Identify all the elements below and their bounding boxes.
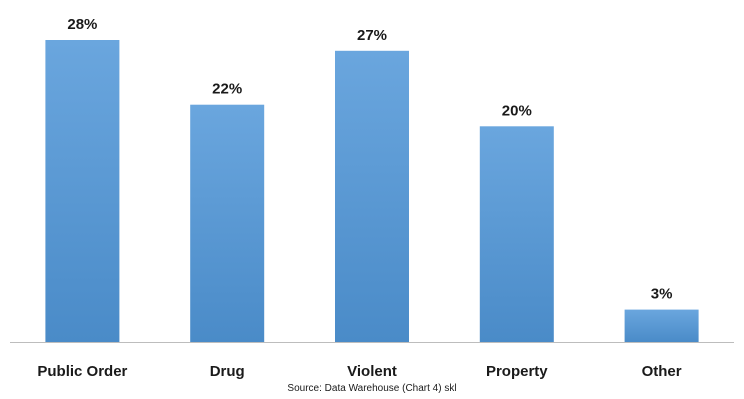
category-label-public-order: Public Order bbox=[37, 363, 127, 380]
category-label-drug: Drug bbox=[210, 363, 245, 380]
bar-violent bbox=[335, 50, 409, 343]
category-label-violent: Violent bbox=[347, 363, 397, 380]
value-label-public-order: 28% bbox=[67, 16, 97, 33]
value-label-drug: 22% bbox=[212, 81, 242, 98]
source-note: Source: Data Warehouse (Chart 4) skl bbox=[287, 383, 457, 394]
bar-drug bbox=[190, 104, 265, 342]
value-label-other: 3% bbox=[651, 286, 673, 303]
bars-layer bbox=[45, 40, 699, 343]
value-labels-layer: 28% 22% 27% 20% 3% bbox=[67, 16, 672, 303]
bar-property bbox=[479, 126, 554, 342]
bar-public-order bbox=[45, 40, 120, 342]
value-label-property: 20% bbox=[502, 102, 532, 119]
category-label-other: Other bbox=[642, 363, 682, 380]
category-label-property: Property bbox=[486, 363, 548, 380]
category-labels-layer: Public Order Drug Violent Property Other bbox=[37, 363, 681, 380]
bar-other bbox=[624, 309, 699, 342]
value-label-violent: 27% bbox=[357, 27, 387, 44]
